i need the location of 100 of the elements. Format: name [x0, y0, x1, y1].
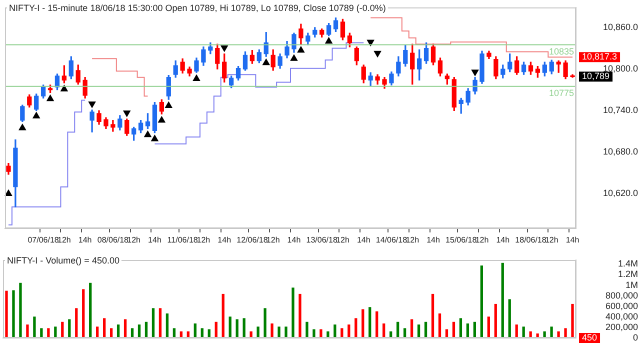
chart-title: NIFTY-I - 15-minute 18/06/18 15:30:00 Open 10789, Hi 10789, Lo 10789, Close 10789 (-0.0%) — [9, 2, 386, 13]
x-tick-label: 18/06/18 — [515, 235, 547, 244]
bar — [102, 318, 106, 338]
y-tick-label: 10,740.0 — [602, 105, 638, 116]
point — [144, 130, 152, 138]
x-tick-label: 14h — [148, 235, 162, 244]
bar — [312, 329, 316, 338]
text: 10,817.3 — [582, 52, 618, 62]
bar — [550, 326, 553, 338]
x-tick-label: 08/06/18 — [97, 235, 130, 244]
bar — [75, 308, 78, 338]
x-tick-label: 14h — [287, 235, 301, 244]
bar — [236, 319, 238, 338]
bar — [270, 323, 274, 338]
x-tick-label: 14/06/18 — [376, 235, 408, 244]
bar — [47, 328, 50, 338]
y-tick-label: 0 — [632, 332, 638, 342]
x-tick-label: 12/06/18 — [236, 235, 268, 244]
bar — [33, 316, 36, 338]
point — [18, 124, 26, 130]
bar — [438, 313, 442, 338]
x-tick-label: 12h — [406, 235, 420, 244]
bar — [228, 316, 232, 338]
point — [4, 190, 12, 196]
x-tick-label: 12h — [475, 235, 489, 244]
bar — [543, 331, 546, 338]
bar — [508, 299, 511, 338]
point — [158, 116, 166, 123]
ref-line-label: 10775 — [548, 88, 574, 98]
bar — [82, 289, 85, 338]
x-tick-label: 12h — [544, 235, 558, 244]
point — [165, 102, 172, 108]
y-tick-label: 10,860.0 — [602, 22, 638, 32]
bar — [557, 331, 560, 338]
point — [46, 94, 54, 102]
bar — [410, 319, 414, 338]
bar — [264, 308, 266, 338]
text: 10,789 — [582, 71, 610, 82]
x-tick-label: 15/06/18 — [446, 235, 478, 244]
point — [192, 74, 200, 82]
bar — [334, 324, 336, 338]
bar — [124, 319, 127, 338]
bar — [284, 326, 288, 338]
x-tick-label: 13/06/18 — [306, 235, 338, 244]
bar — [40, 328, 43, 338]
bar — [250, 331, 252, 338]
bar — [306, 322, 308, 338]
x-tick-label: 14h — [566, 235, 580, 244]
y-tick-label: 10,800.0 — [602, 64, 638, 74]
bar — [320, 329, 322, 338]
bar — [326, 331, 330, 338]
bar — [242, 318, 246, 338]
bar — [256, 326, 260, 338]
chart-title: NIFTY-I - Volume() = 450.00 — [7, 255, 120, 266]
bar — [166, 313, 169, 338]
bar — [368, 307, 372, 338]
bar — [26, 324, 29, 338]
bar — [501, 262, 504, 338]
bar — [222, 294, 224, 338]
bar — [362, 309, 364, 338]
x-tick-label: 12h — [127, 235, 141, 244]
bar — [152, 308, 155, 338]
x-tick-label: 11/06/18 — [167, 235, 198, 244]
y-tick-label: 10,680.0 — [602, 146, 638, 157]
y-tick-label: 400,000 — [605, 311, 638, 322]
point — [325, 37, 332, 44]
bar — [5, 290, 8, 338]
point — [290, 54, 298, 61]
ref-line-label: 10835 — [548, 46, 574, 56]
x-tick-label: 12h — [58, 235, 71, 244]
text: 450 — [582, 332, 598, 342]
x-tick-label: 14h — [426, 235, 440, 244]
bar — [459, 318, 462, 338]
x-tick-label: 12h — [336, 235, 350, 244]
bar — [529, 331, 532, 338]
y-tick-label: 200,000 — [605, 322, 638, 332]
y-tick-label: 600,000 — [605, 300, 638, 311]
bar — [564, 328, 567, 338]
bar — [571, 304, 574, 338]
x-tick-label: 14h — [218, 235, 232, 244]
bar — [89, 282, 92, 338]
bar — [292, 288, 294, 338]
bar — [158, 308, 162, 338]
y-tick-label: 1.4M — [618, 258, 638, 269]
point — [151, 135, 158, 142]
x-tick-label: 07/06/18 — [28, 235, 60, 244]
bar — [298, 294, 302, 338]
y-tick-label: 800,000 — [605, 290, 638, 300]
bar — [12, 290, 15, 338]
point — [262, 58, 270, 66]
point — [32, 112, 40, 118]
bar — [376, 311, 378, 338]
bar — [487, 316, 490, 338]
point — [60, 85, 68, 92]
bar — [19, 282, 22, 338]
y-tick-label: 10,620.0 — [602, 188, 638, 198]
x-tick-label: 14h — [356, 235, 370, 244]
bar — [68, 319, 71, 338]
x-tick-label: 14h — [78, 235, 92, 244]
x-tick-label: 12h — [196, 235, 210, 244]
